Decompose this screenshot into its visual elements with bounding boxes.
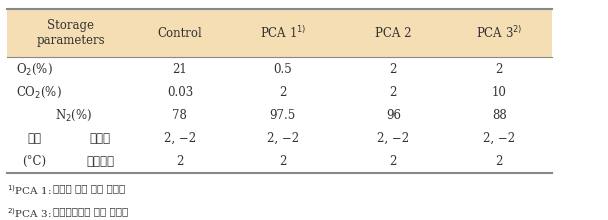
- Text: 2: 2: [279, 86, 286, 99]
- Text: PCA 3$^{2)}$: PCA 3$^{2)}$: [476, 25, 522, 41]
- Text: 지산소 장해 유발 처리구: 지산소 장해 유발 처리구: [53, 183, 125, 193]
- Text: 여름배추: 여름배추: [86, 155, 114, 168]
- Text: 2, −2: 2, −2: [164, 132, 196, 145]
- Bar: [7, 9, 552, 57]
- Text: $^{1)}$PCA 1:: $^{1)}$PCA 1:: [7, 183, 53, 197]
- Text: 78: 78: [173, 109, 187, 122]
- Text: Storage
parameters: Storage parameters: [36, 19, 105, 47]
- Text: 2, −2: 2, −2: [377, 132, 409, 145]
- Text: CO$_2$(%): CO$_2$(%): [16, 85, 62, 100]
- Text: 2, −2: 2, −2: [267, 132, 299, 145]
- Text: 2, −2: 2, −2: [483, 132, 515, 145]
- Text: (°C): (°C): [22, 155, 46, 168]
- Text: 88: 88: [492, 109, 506, 122]
- Text: 2: 2: [279, 155, 286, 168]
- Text: 97.5: 97.5: [270, 109, 296, 122]
- Text: 온도: 온도: [27, 132, 41, 145]
- Text: 0.03: 0.03: [167, 86, 193, 99]
- Text: $^{2)}$PCA 3:: $^{2)}$PCA 3:: [7, 206, 53, 220]
- Text: 2: 2: [176, 155, 184, 168]
- Text: Control: Control: [157, 27, 202, 40]
- Text: 2: 2: [496, 62, 503, 75]
- Text: 0.5: 0.5: [274, 62, 292, 75]
- Text: 96: 96: [385, 109, 401, 122]
- Text: PCA 1$^{1)}$: PCA 1$^{1)}$: [260, 25, 306, 41]
- Text: 고이산화탄소 유발 처리구: 고이산화탄소 유발 처리구: [53, 206, 128, 216]
- Text: 10: 10: [492, 86, 506, 99]
- Text: O$_2$(%): O$_2$(%): [16, 61, 53, 77]
- Text: 2: 2: [390, 155, 397, 168]
- Text: 봄배추: 봄배추: [90, 132, 111, 145]
- Text: 21: 21: [173, 62, 187, 75]
- Text: 2: 2: [496, 155, 503, 168]
- Text: 2: 2: [390, 86, 397, 99]
- Text: PCA 2: PCA 2: [375, 27, 412, 40]
- Text: 2: 2: [390, 62, 397, 75]
- Text: N$_2$(%): N$_2$(%): [55, 108, 92, 123]
